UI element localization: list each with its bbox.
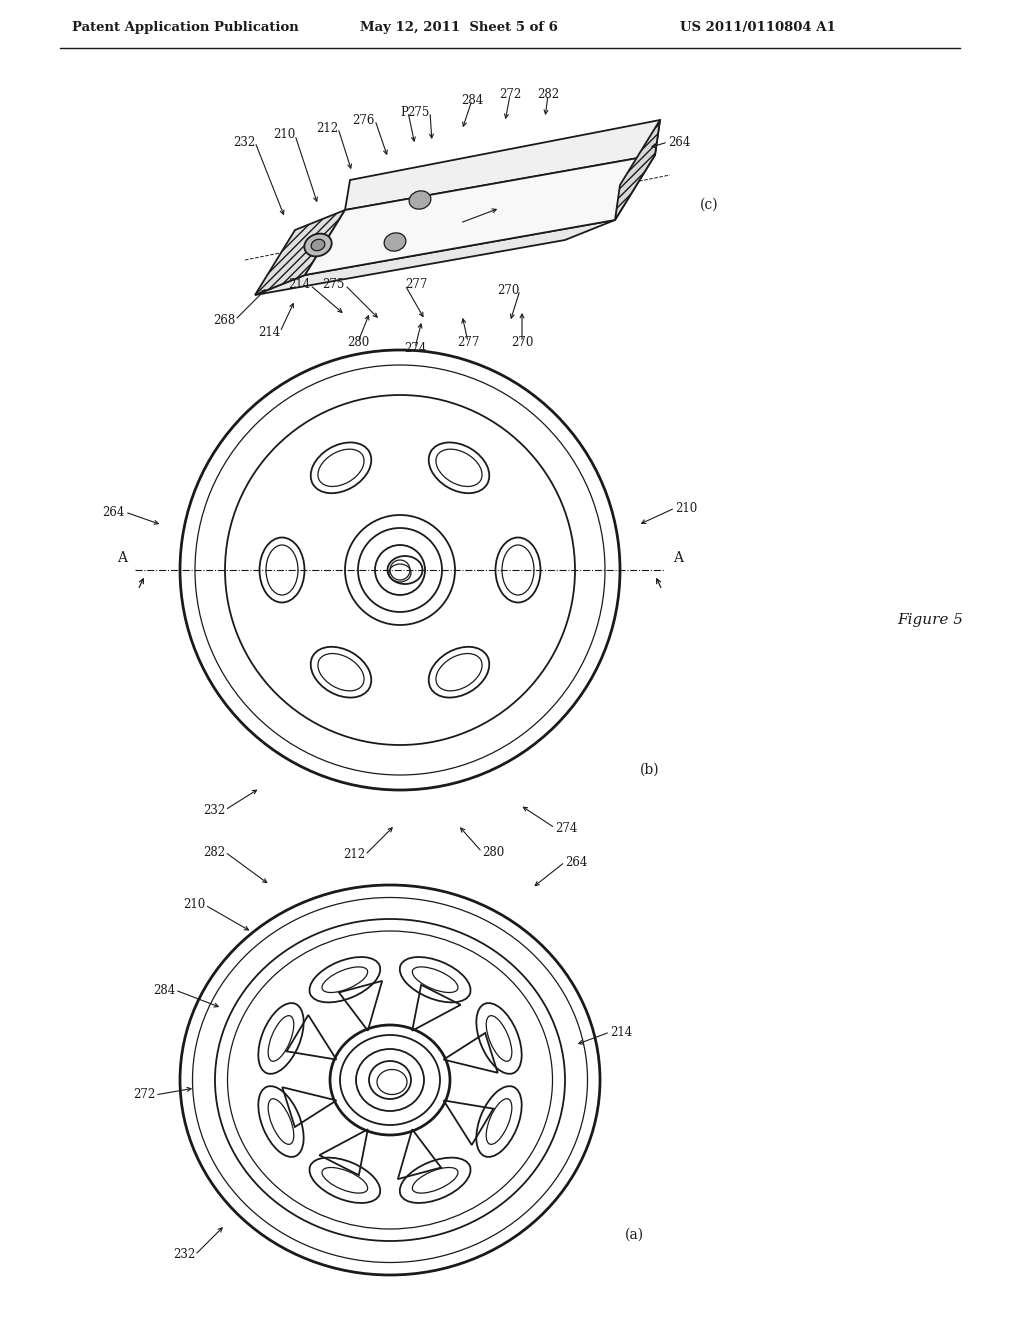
Text: (b): (b) bbox=[640, 763, 659, 777]
Text: 214: 214 bbox=[258, 326, 280, 338]
Text: P: P bbox=[400, 106, 408, 119]
Text: 276: 276 bbox=[352, 114, 375, 127]
Text: (a): (a) bbox=[625, 1228, 644, 1242]
Polygon shape bbox=[305, 154, 655, 275]
Text: 212: 212 bbox=[343, 849, 365, 862]
Text: 277: 277 bbox=[457, 335, 479, 348]
Text: 277: 277 bbox=[406, 279, 427, 292]
Text: A: A bbox=[673, 550, 683, 565]
Text: 210: 210 bbox=[182, 899, 205, 912]
Text: 214: 214 bbox=[288, 279, 310, 292]
Text: 275: 275 bbox=[408, 106, 430, 119]
Text: 270: 270 bbox=[498, 284, 520, 297]
Text: 272: 272 bbox=[133, 1089, 155, 1101]
Text: 232: 232 bbox=[203, 804, 225, 817]
Text: May 12, 2011  Sheet 5 of 6: May 12, 2011 Sheet 5 of 6 bbox=[360, 21, 558, 33]
Text: 280: 280 bbox=[482, 846, 504, 858]
Text: 274: 274 bbox=[403, 342, 426, 355]
Ellipse shape bbox=[304, 234, 332, 256]
Text: 264: 264 bbox=[102, 506, 125, 519]
Text: 284: 284 bbox=[461, 94, 483, 107]
Text: US 2011/0110804 A1: US 2011/0110804 A1 bbox=[680, 21, 836, 33]
Text: 212: 212 bbox=[315, 121, 338, 135]
Text: 210: 210 bbox=[675, 502, 697, 515]
Text: 274: 274 bbox=[555, 821, 578, 834]
Text: 232: 232 bbox=[173, 1249, 195, 1262]
Text: 282: 282 bbox=[203, 846, 225, 858]
Polygon shape bbox=[255, 220, 615, 294]
Text: 280: 280 bbox=[347, 335, 369, 348]
Text: 270: 270 bbox=[511, 335, 534, 348]
Text: 275: 275 bbox=[323, 279, 345, 292]
Text: 268: 268 bbox=[213, 314, 234, 326]
Text: 264: 264 bbox=[668, 136, 690, 149]
Ellipse shape bbox=[311, 239, 325, 251]
Text: 210: 210 bbox=[272, 128, 295, 141]
Text: 282: 282 bbox=[537, 88, 559, 102]
Text: Figure 5: Figure 5 bbox=[897, 612, 963, 627]
Polygon shape bbox=[615, 120, 660, 220]
Text: 214: 214 bbox=[610, 1026, 632, 1039]
Text: 264: 264 bbox=[565, 855, 588, 869]
Text: 284: 284 bbox=[153, 983, 175, 997]
Ellipse shape bbox=[410, 191, 431, 209]
Polygon shape bbox=[345, 120, 660, 210]
Text: (c): (c) bbox=[700, 198, 719, 213]
Polygon shape bbox=[255, 210, 345, 294]
Text: Patent Application Publication: Patent Application Publication bbox=[72, 21, 299, 33]
Text: 272: 272 bbox=[499, 88, 521, 102]
Text: 232: 232 bbox=[232, 136, 255, 149]
Ellipse shape bbox=[384, 232, 406, 251]
Text: A: A bbox=[117, 550, 127, 565]
